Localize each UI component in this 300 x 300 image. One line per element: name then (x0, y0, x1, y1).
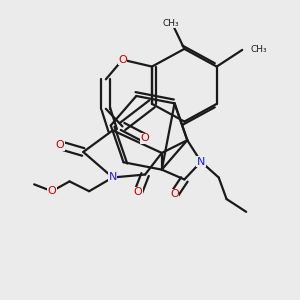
Text: CH₃: CH₃ (162, 19, 179, 28)
Text: O: O (47, 186, 56, 196)
Text: N: N (109, 172, 117, 182)
Text: O: O (141, 133, 149, 143)
Text: O: O (134, 187, 142, 197)
Text: CH₃: CH₃ (250, 45, 267, 54)
Text: N: N (197, 157, 205, 167)
Text: O: O (118, 55, 127, 65)
Text: O: O (170, 189, 179, 199)
Text: O: O (55, 140, 64, 150)
